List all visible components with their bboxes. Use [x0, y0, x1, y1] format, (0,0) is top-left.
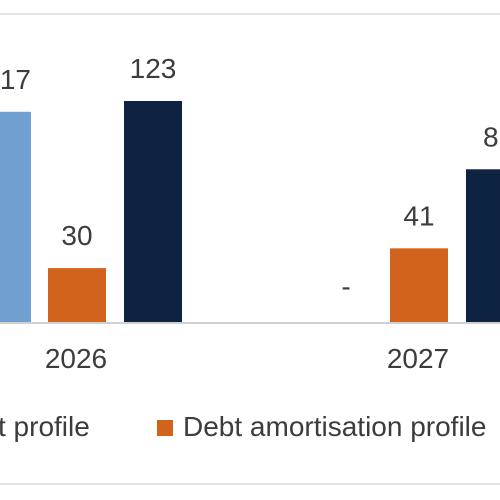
value-label: 41 — [403, 200, 434, 231]
value-label: 17 — [0, 64, 31, 95]
bar-series-2-2026 — [124, 101, 182, 322]
bar-series-2-2027 — [466, 169, 500, 322]
value-label: 30 — [61, 220, 92, 251]
dash-mark: - — [341, 271, 350, 302]
legend-swatch-debt-amortisation — [157, 420, 173, 436]
legend-label-series-0: t profile — [0, 411, 90, 442]
bar-debt-amortisation-profile-2026 — [48, 268, 106, 322]
bar-t-profile-2026 — [0, 111, 31, 322]
value-label: 8 — [483, 121, 499, 152]
bar-debt-amortisation-profile-2027 — [390, 248, 448, 322]
legend-label-debt-amortisation: Debt amortisation profile — [183, 411, 486, 442]
category-label-2027: 2027 — [387, 343, 449, 374]
value-label: 123 — [130, 53, 177, 84]
category-label-2026: 2026 — [45, 343, 107, 374]
